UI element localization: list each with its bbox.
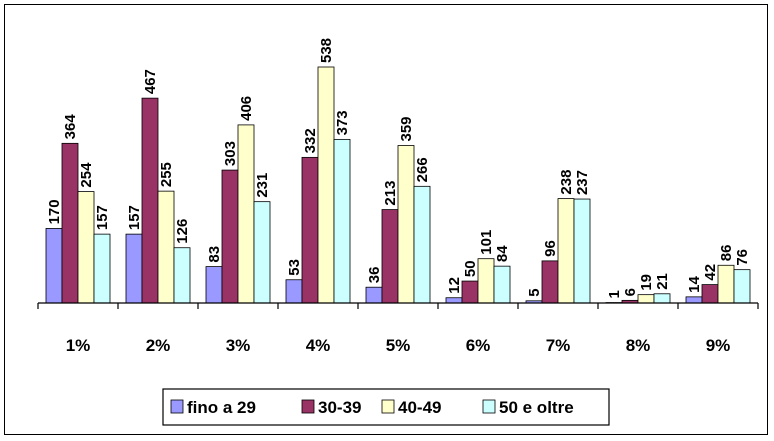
bar-2pct-50-e-oltre — [173, 247, 191, 304]
value-label: 19 — [638, 274, 655, 291]
value-label: 467 — [142, 69, 159, 94]
value-label: 332 — [302, 128, 319, 153]
bar-2pct-30-39 — [141, 97, 159, 304]
x-tick-label: 2% — [146, 336, 171, 355]
x-tick-label: 3% — [226, 336, 251, 355]
value-label: 213 — [382, 181, 399, 206]
legend-swatch — [381, 399, 395, 414]
bar-1pct-40-49 — [77, 191, 95, 304]
bar-2pct-40-49 — [157, 190, 175, 304]
bar-9pct-50-e-oltre — [733, 269, 751, 304]
value-label: 96 — [542, 240, 559, 257]
legend: fino a 29 30-39 40-49 50 e oltre — [162, 388, 610, 426]
value-label: 266 — [414, 157, 431, 182]
value-label: 6 — [622, 288, 639, 296]
value-label: 238 — [558, 170, 575, 195]
value-label: 157 — [94, 205, 111, 230]
bars-layer — [45, 66, 751, 304]
bar-3pct-40-49 — [237, 124, 255, 304]
value-label: 126 — [174, 219, 191, 244]
value-label: 170 — [46, 199, 63, 224]
value-label: 50 — [462, 260, 479, 277]
legend-swatch — [301, 399, 315, 414]
value-label: 538 — [318, 38, 335, 63]
value-label: 303 — [222, 141, 239, 166]
bar-8pct-40-49 — [637, 294, 655, 304]
bar-1pct-fino-a-29 — [45, 228, 63, 304]
value-label: 406 — [238, 96, 255, 121]
bar-6pct-30-39 — [461, 280, 479, 304]
value-label: 21 — [654, 273, 671, 290]
bar-7pct-40-49 — [557, 198, 575, 304]
bar-3pct-fino-a-29 — [205, 266, 223, 304]
bar-3pct-30-39 — [221, 169, 239, 304]
bar-5pct-50-e-oltre — [413, 185, 431, 304]
value-label: 364 — [62, 114, 79, 140]
value-label: 53 — [286, 259, 303, 276]
legend-label: 40-49 — [398, 398, 441, 417]
bar-5pct-30-39 — [381, 209, 399, 304]
bar-6pct-50-e-oltre — [493, 265, 511, 304]
bar-7pct-50-e-oltre — [573, 198, 591, 304]
legend-swatch — [482, 399, 496, 414]
x-tick-label: 5% — [386, 336, 411, 355]
bar-7pct-30-39 — [541, 260, 559, 304]
bar-4pct-50-e-oltre — [333, 138, 351, 304]
x-tick-label: 7% — [546, 336, 571, 355]
bar-6pct-40-49 — [477, 258, 495, 304]
x-ticks-layer — [37, 303, 759, 309]
legend-label: 50 e oltre — [499, 398, 574, 417]
bar-9pct-fino-a-29 — [685, 296, 703, 304]
value-label: 101 — [478, 230, 495, 255]
legend-swatch — [170, 399, 184, 414]
value-label: 76 — [734, 249, 751, 266]
value-label: 237 — [574, 170, 591, 195]
value-label: 373 — [334, 110, 351, 135]
value-label: 86 — [718, 245, 735, 262]
bar-6pct-fino-a-29 — [445, 297, 463, 304]
value-label: 5 — [526, 288, 543, 296]
bar-4pct-30-39 — [301, 156, 319, 304]
legend-label: 30-39 — [318, 398, 361, 417]
value-label: 12 — [446, 277, 463, 294]
bar-9pct-30-39 — [701, 284, 719, 304]
x-tick-label: 1% — [66, 336, 91, 355]
bar-2pct-fino-a-29 — [125, 233, 143, 304]
legend-label: fino a 29 — [187, 398, 256, 417]
bar-9pct-40-49 — [717, 264, 735, 304]
value-label: 231 — [254, 173, 271, 198]
bar-3pct-50-e-oltre — [253, 201, 271, 304]
bar-1pct-50-e-oltre — [93, 233, 111, 304]
x-tick-label: 8% — [626, 336, 651, 355]
bar-5pct-fino-a-29 — [365, 286, 383, 304]
x-tick-label: 9% — [706, 336, 731, 355]
value-label: 157 — [126, 205, 143, 230]
value-label: 255 — [158, 162, 175, 187]
value-label: 1 — [606, 290, 623, 298]
x-tick-labels-layer: 1% 2% 3% 4% 5% 6% 7% 8% 9% — [66, 336, 731, 355]
bar-4pct-fino-a-29 — [285, 279, 303, 304]
value-label: 84 — [494, 245, 511, 262]
value-label: 42 — [702, 264, 719, 281]
bar-1pct-30-39 — [61, 142, 79, 304]
value-label: 359 — [398, 116, 415, 141]
value-label: 14 — [686, 276, 703, 293]
x-tick-label: 4% — [306, 336, 331, 355]
value-label: 254 — [78, 162, 95, 188]
bar-5pct-40-49 — [397, 145, 415, 304]
x-tick-label: 6% — [466, 336, 491, 355]
value-label: 36 — [366, 267, 383, 284]
bar-8pct-50-e-oltre — [653, 293, 671, 304]
value-label: 83 — [206, 246, 223, 263]
bar-4pct-40-49 — [317, 66, 335, 304]
